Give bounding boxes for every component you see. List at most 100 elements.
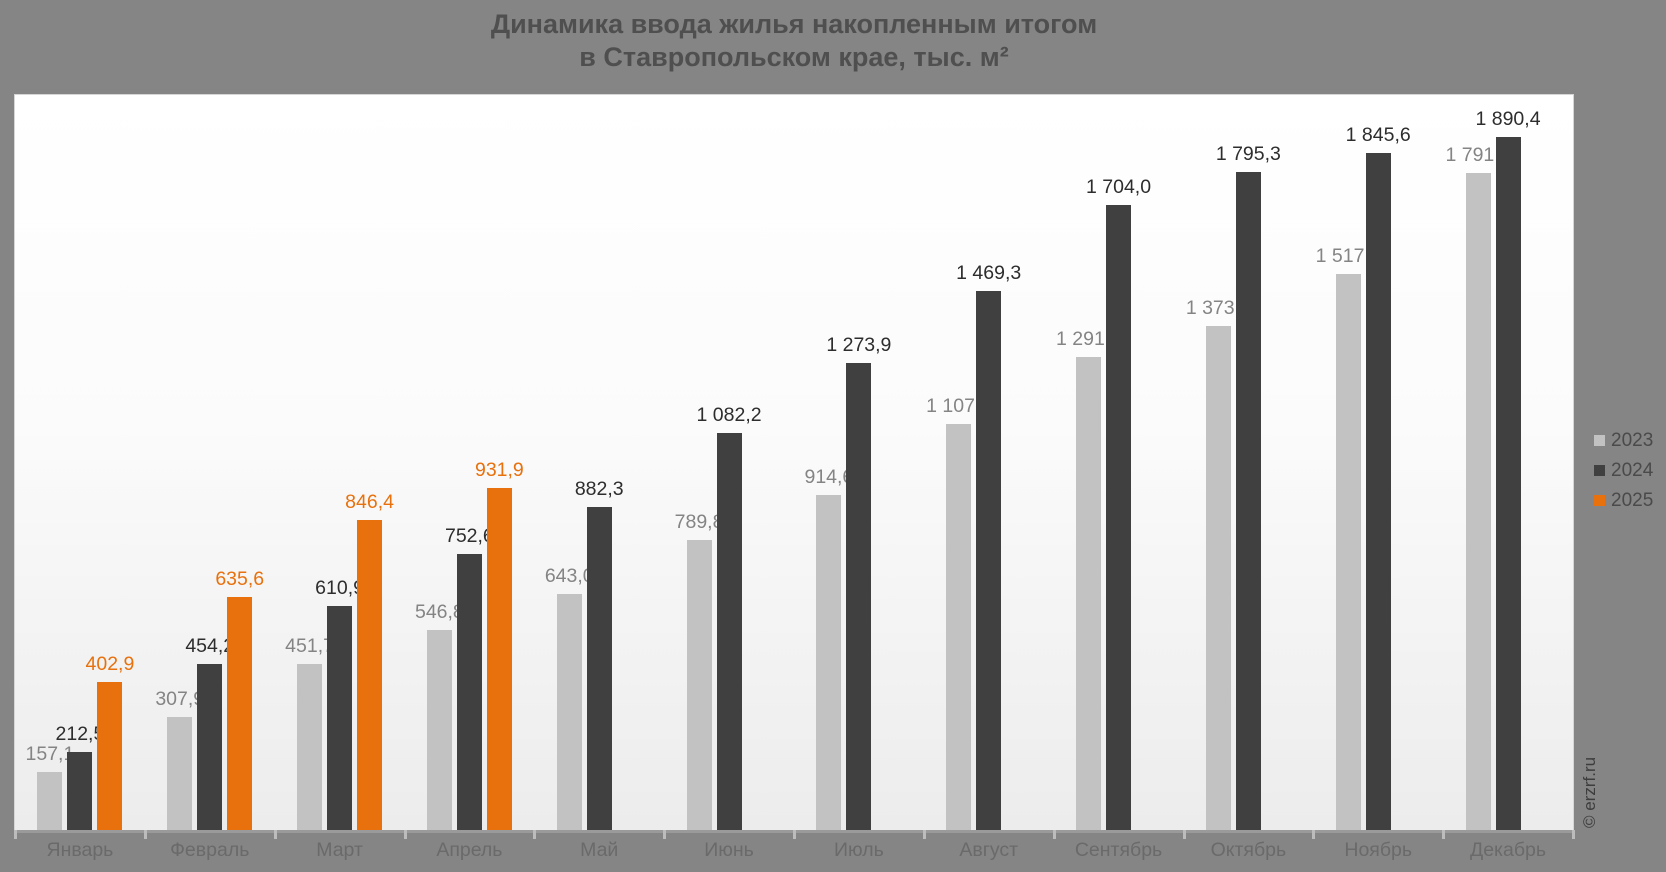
bar-2024-апрель — [456, 554, 482, 830]
bar-slot-2024-январь: 212,5 — [56, 95, 104, 830]
bar-slot-2025-июль — [876, 95, 901, 830]
chart-legend: 2023 2024 2025 — [1594, 431, 1653, 510]
bar-value-label-2024-март: 610,9 — [315, 577, 364, 600]
x-axis-label-октябрь: Октябрь — [1210, 839, 1287, 861]
bar-2025-февраль — [227, 597, 253, 830]
bar-2023-март — [297, 664, 323, 830]
bar-2024-август — [976, 291, 1002, 830]
legend-item-2025: 2025 — [1594, 491, 1653, 510]
bar-2023-июль — [816, 494, 842, 830]
bar-value-label-2025-февраль: 635,6 — [215, 568, 265, 590]
bar-slot-2023-сентябрь: 1 291,6 — [1056, 95, 1121, 830]
bar-value-label-2024-декабрь: 1 890,4 — [1475, 108, 1541, 131]
x-axis-tick — [1572, 830, 1575, 839]
bar-value-label-2024-январь: 212,5 — [55, 723, 105, 746]
watermark: © erzrf.ru — [1580, 756, 1599, 828]
bar-2023-сентябрь — [1076, 356, 1102, 830]
bar-2025-апрель — [486, 488, 512, 830]
bar-group-сентябрь: 1 291,6 1 704,0 — [1054, 95, 1184, 830]
bar-slot-2024-май: 882,3 — [575, 95, 624, 830]
bar-value-label-2024-апрель: 752,6 — [444, 525, 494, 548]
bar-slot-2023-октябрь: 1 373,9 — [1186, 95, 1251, 830]
x-axis-tick — [273, 830, 277, 839]
bar-group-март: 451,7 610,9 846,4 — [275, 95, 405, 830]
bar-value-label-2023-сентябрь: 1 291,6 — [1056, 327, 1122, 350]
x-axis-labels: Январь Февраль Март Апрель Май Июнь Июль Август… — [15, 836, 1573, 864]
x-axis-label-июнь: Июнь — [704, 839, 754, 861]
bar-slot-2023-август: 1 107,5 — [926, 95, 991, 830]
x-axis-tick — [533, 830, 537, 839]
bar-slot-2023-январь: 157,1 — [26, 95, 74, 830]
chart-title-line-1: Динамика ввода жилья накопленным итогом — [490, 9, 1098, 39]
bar-value-label-2023-май: 643,0 — [544, 565, 594, 588]
bar-slot-2024-ноябрь: 1 845,6 — [1346, 95, 1411, 830]
bar-value-label-2023-ноябрь: 1 517,7 — [1315, 244, 1381, 267]
x-axis-tick — [663, 830, 667, 839]
bar-value-label-2024-ноябрь: 1 845,6 — [1345, 124, 1411, 147]
bar-slot-2023-июнь: 789,8 — [675, 95, 723, 830]
bar-value-label-2023-апрель: 546,8 — [414, 600, 464, 623]
x-axis-tick — [1182, 830, 1186, 839]
bar-slot-2024-сентябрь: 1 704,0 — [1086, 95, 1151, 830]
bar-slot-2023-декабрь: 1 791,9 — [1445, 95, 1511, 830]
x-axis-tick — [1442, 830, 1446, 839]
bar-value-label-2023-март: 451,7 — [285, 635, 334, 658]
bar-2024-ноябрь — [1365, 153, 1391, 830]
bar-group-июнь: 789,8 1 082,2 — [664, 95, 794, 830]
legend-swatch-icon-2024 — [1594, 465, 1605, 476]
bar-value-label-2023-январь: 157,1 — [25, 743, 75, 766]
x-axis-label-ноябрь: Ноябрь — [1344, 839, 1413, 861]
bar-group-февраль: 307,9 454,2 635,6 — [145, 95, 275, 830]
x-axis-label-март: Март — [316, 839, 363, 861]
bar-value-label-2024-июнь: 1 082,2 — [696, 404, 762, 427]
bar-value-label-2024-июль: 1 273,9 — [826, 334, 892, 357]
bar-2023-октябрь — [1205, 326, 1231, 830]
legend-item-2023: 2023 — [1594, 431, 1653, 450]
bar-slot-2024-июнь: 1 082,2 — [697, 95, 762, 830]
bar-slot-2025-октябрь — [1266, 95, 1291, 830]
bar-2023-февраль — [167, 717, 193, 830]
bar-value-label-2025-апрель: 931,9 — [474, 459, 524, 482]
bar-value-label-2024-октябрь: 1 795,3 — [1215, 142, 1281, 165]
bar-2023-декабрь — [1465, 173, 1491, 830]
x-axis-label-сентябрь: Сентябрь — [1074, 839, 1163, 861]
legend-label-2024: 2024 — [1611, 460, 1654, 481]
x-axis-tick — [1312, 830, 1316, 839]
x-axis-label-февраль: Февраль — [170, 839, 250, 861]
bar-value-label-2023-декабрь: 1 791,9 — [1445, 144, 1511, 167]
bar-slot-2025-ноябрь — [1396, 95, 1421, 830]
bar-slot-2025-февраль: 635,6 — [215, 95, 264, 830]
bar-2023-август — [946, 424, 972, 830]
x-axis-tick — [1052, 830, 1056, 839]
bar-slot-2024-июль: 1 273,9 — [826, 95, 891, 830]
bar-value-label-2024-сентябрь: 1 704,0 — [1086, 176, 1152, 199]
x-axis-label-май: Май — [580, 839, 619, 861]
x-axis-tick — [14, 830, 17, 839]
bar-2024-январь — [67, 752, 93, 830]
bar-value-label-2025-март: 846,4 — [345, 490, 394, 513]
bar-value-label-2024-февраль: 454,2 — [185, 634, 235, 657]
x-axis-tick — [922, 830, 926, 839]
bar-slot-2025-сентябрь — [1136, 95, 1161, 830]
x-axis-label-август: Август — [959, 839, 1019, 861]
bar-group-май: 643,0 882,3 — [534, 95, 664, 830]
bar-slot-2023-февраль: 307,9 — [155, 95, 204, 830]
x-axis-label-декабрь: Декабрь — [1470, 839, 1547, 861]
x-axis-tick — [793, 830, 796, 839]
bar-group-июль: 914,6 1 273,9 — [794, 95, 924, 830]
chart-title-line-2: в Ставропольском крае, тыс. м² — [579, 42, 1009, 72]
x-axis-label-июль: Июль — [834, 839, 884, 861]
bar-group-декабрь: 1 791,9 1 890,4 — [1443, 95, 1573, 830]
legend-label-2025: 2025 — [1611, 490, 1654, 511]
bar-group-январь: 157,1 212,5 402,9 — [15, 95, 145, 830]
chart-title: Динамика ввода жилья накопленным итогом … — [15, 8, 1573, 74]
bar-group-ноябрь: 1 517,7 1 845,6 — [1313, 95, 1443, 830]
bar-value-label-2023-июль: 914,6 — [804, 465, 854, 488]
bar-2023-ноябрь — [1335, 273, 1361, 830]
bar-slot-2024-октябрь: 1 795,3 — [1216, 95, 1281, 830]
x-axis-tick — [403, 830, 407, 839]
bar-2025-март — [357, 519, 383, 830]
legend-label-2023: 2023 — [1611, 430, 1654, 451]
chart-plot-area: 157,1 212,5 402,9 307,9 454,2 635,6 451,7 610,9… — [14, 94, 1574, 831]
